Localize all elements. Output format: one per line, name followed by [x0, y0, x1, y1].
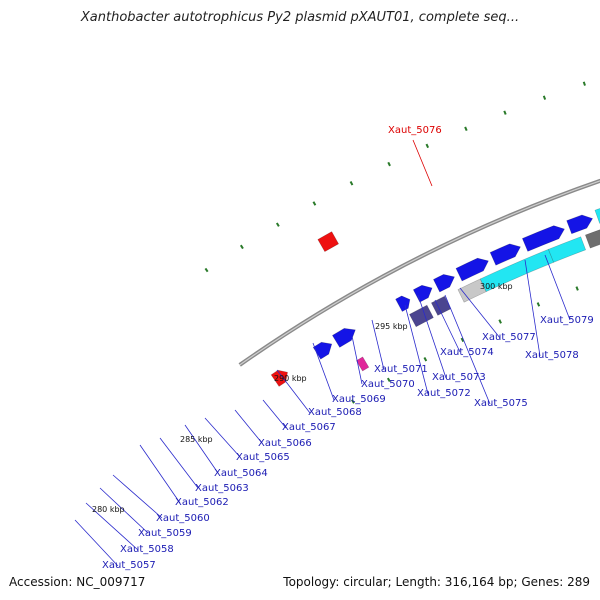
- gene-arrow: [455, 257, 489, 282]
- gc-dot: [503, 110, 507, 115]
- backbone-highlight: [239, 180, 600, 366]
- gene-label[interactable]: Xaut_5074: [440, 347, 494, 358]
- leader-line: [412, 139, 433, 187]
- leader-line: [159, 437, 199, 489]
- leader-line: [524, 259, 541, 357]
- gc-dot: [575, 286, 579, 291]
- gene-block: [548, 236, 587, 263]
- gc-dot: [498, 319, 502, 324]
- gc-skew-dots: [204, 81, 586, 404]
- leader-line: [204, 417, 241, 458]
- gene-label[interactable]: Xaut_5066: [258, 438, 312, 449]
- leader-line: [459, 287, 501, 339]
- gc-dot: [204, 267, 209, 273]
- gene-label[interactable]: Xaut_5078: [525, 350, 579, 361]
- gene-label[interactable]: Xaut_5072: [417, 388, 471, 399]
- gene-arrow: [566, 214, 594, 235]
- leader-line: [276, 369, 311, 414]
- gc-dot: [460, 337, 465, 343]
- red-feature: [317, 231, 339, 253]
- leader-line: [371, 319, 385, 371]
- gc-dot: [351, 399, 355, 404]
- leader-line: [544, 254, 571, 321]
- gc-dot: [536, 302, 541, 307]
- gc-dot: [582, 81, 586, 86]
- gene-block: [584, 229, 600, 249]
- gene-block: [479, 248, 555, 293]
- leader-line: [112, 474, 163, 519]
- leader-line: [444, 294, 491, 405]
- gc-dot: [387, 161, 391, 167]
- gene-label[interactable]: Xaut_5062: [175, 497, 229, 508]
- gene-label[interactable]: Xaut_5064: [214, 468, 268, 479]
- gene-label[interactable]: Xaut_5065: [236, 452, 290, 463]
- gene-label[interactable]: Xaut_5079: [540, 315, 594, 326]
- backbone-ring: [238, 178, 600, 367]
- leader-line: [262, 399, 287, 429]
- gene-label-highlight[interactable]: Xaut_5076: [388, 125, 442, 136]
- gene-arrow: [521, 225, 565, 252]
- gene-label[interactable]: Xaut_5057: [102, 560, 156, 571]
- gene-label[interactable]: Xaut_5058: [120, 544, 174, 555]
- gene-arrow: [489, 243, 521, 266]
- leader-line: [139, 444, 181, 504]
- gene-block: [409, 304, 434, 328]
- gc-dot: [423, 357, 428, 362]
- gc-dot: [542, 95, 547, 100]
- gene-label[interactable]: Xaut_5077: [482, 332, 536, 343]
- gene-label[interactable]: Xaut_5069: [332, 394, 386, 405]
- gc-dot: [386, 377, 391, 383]
- leader-line: [434, 299, 461, 353]
- gene-label[interactable]: Xaut_5060: [156, 513, 210, 524]
- gene-label[interactable]: Xaut_5073: [432, 372, 486, 383]
- leader-line: [417, 294, 447, 379]
- gene-arrow: [270, 369, 288, 387]
- gc-dot: [349, 181, 354, 186]
- gene-arrow: [412, 284, 433, 303]
- leader-line: [312, 342, 335, 401]
- gc-dot: [239, 244, 244, 250]
- gc-dot: [312, 201, 317, 206]
- magenta-feature: [355, 356, 370, 372]
- leader-line: [404, 304, 429, 395]
- gc-dot: [425, 143, 430, 149]
- leader-line: [351, 335, 363, 385]
- scale-label-295: 295 kbp: [375, 322, 408, 331]
- scale-labels: 280 kbp 285 kbp 290 kbp 295 kbp 300 kbp: [92, 282, 513, 514]
- gene-arrow: [331, 328, 356, 348]
- gene-label[interactable]: Xaut_5067: [282, 422, 336, 433]
- gene-block: [430, 295, 452, 316]
- scale-label-285: 285 kbp: [180, 435, 213, 444]
- gene-label[interactable]: Xaut_5070: [361, 379, 415, 390]
- gene-arrow: [594, 208, 600, 224]
- leader-line: [184, 424, 219, 474]
- gene-label[interactable]: Xaut_5071: [374, 364, 428, 375]
- leader-line: [85, 502, 139, 551]
- gene-label[interactable]: Xaut_5068: [308, 407, 362, 418]
- scale-label-300: 300 kbp: [480, 282, 513, 291]
- label-leader-lines: [74, 139, 571, 567]
- gene-label[interactable]: Xaut_5059: [138, 528, 192, 539]
- topology-summary: Topology: circular; Length: 316,164 bp; …: [283, 575, 590, 589]
- scale-label-280: 280 kbp: [92, 505, 125, 514]
- leader-line: [74, 519, 119, 567]
- gc-dot: [464, 126, 468, 132]
- gene-arrow: [433, 274, 455, 293]
- gene-label[interactable]: Xaut_5063: [195, 483, 249, 494]
- accession-text: Accession: NC_009717: [9, 575, 146, 589]
- map-title: Xanthobacter autotrophicus Py2 plasmid p…: [80, 10, 520, 25]
- gene-track: [270, 208, 600, 387]
- gene-labels: Xaut_5057 Xaut_5058 Xaut_5059 Xaut_5060 …: [102, 125, 594, 571]
- leader-line: [234, 409, 263, 444]
- scale-label-290: 290 kbp: [274, 374, 307, 383]
- leader-line: [99, 487, 149, 534]
- gene-label[interactable]: Xaut_5075: [474, 398, 528, 409]
- gc-dot: [275, 222, 280, 227]
- gene-arrow: [395, 295, 411, 312]
